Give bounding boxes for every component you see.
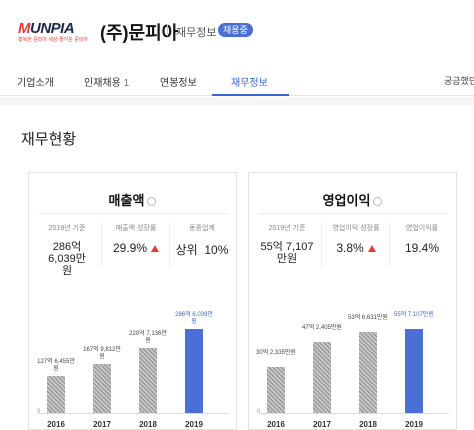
revenue-bar-2016[interactable] [47,376,65,413]
operating-profit-year-label-2019: 2019 [405,420,423,429]
tab-count: 1 [123,78,130,89]
tab-finance-info[interactable]: 재무정보 [231,74,268,89]
profit-stat-growth: 영업이익 성장률 3.8% [323,223,389,255]
tab-curious[interactable]: 궁금했던 [444,76,474,86]
operating-profit-bar-label-2019: 55억 7,107만원 [394,312,434,318]
stat-value: 29.9% [103,241,169,255]
stat-value: 286억 6,039만원 [48,241,86,277]
stat-value: 55억 7,107만원 [260,241,314,265]
revenue-card: 매출액 2019년 기준 286억 6,039만원 매출액 성장률 29.9% … [28,172,237,430]
company-tabs: 기업소개 인재채용 1 연봉정보 재무정보 궁금했던 [0,64,474,96]
stat-label: 영업이익 성장률 [332,225,380,232]
operating-profit-title: 영업이익 [249,190,456,209]
revenue-bar-2017[interactable] [93,364,111,413]
section-title: 재무현황 [21,131,77,148]
revenue-bar-label-2016: 127억 6,455만원 [37,359,75,372]
up-arrow-icon [151,245,160,253]
operating-profit-year-label-2018: 2018 [359,420,377,429]
munpia-logo[interactable]: MUNPIA 행복한 문피아 세상 즐거운 문피아 [18,20,88,43]
growth-value: 29.9% [112,241,148,255]
revenue-stat-base: 2019년 기준 286억 6,039만원 [33,223,101,277]
stat-value: 19.4% [404,241,440,255]
stat-separator [169,223,170,267]
card-divider [259,213,448,214]
stat-separator [321,223,322,267]
revenue-title: 매출액 [29,190,236,209]
operating-profit-bar-2017[interactable] [313,342,331,413]
operating-profit-year-label-2016: 2016 [267,420,285,429]
header-divider [167,24,168,36]
revenue-bar-label-2018: 220억 7,136만원 [129,331,167,344]
operating-profit-bar-label-2016: 30억 2,335만원 [256,350,296,356]
info-icon[interactable] [373,197,383,207]
axis-zero-label: 0 [257,409,261,415]
logo-letter-m: M [18,20,31,37]
revenue-chart: 0 127억 6,455만원 2016 167억 9,812만원 2017 220억 7… [29,291,236,429]
axis-zero-label: 0 [37,409,41,415]
operating-profit-year-label-2017: 2017 [313,420,331,429]
stat-value: 상위 10% [175,243,229,257]
tab-company-intro[interactable]: 기업소개 [17,74,54,89]
operating-profit-bar-2016[interactable] [267,367,285,413]
logo-tagline: 행복한 문피아 세상 즐거운 문피아 [18,37,88,43]
tab-salary-info[interactable]: 연봉정보 [160,74,197,89]
company-name: (주)문피아 [100,23,179,43]
revenue-bar-2018[interactable] [139,348,157,413]
revenue-bar-2019[interactable] [185,329,203,413]
chart-baseline [39,413,229,414]
stat-label: 영업이익률 [405,225,439,232]
logo-letters: UNPIA [30,20,75,37]
info-icon[interactable] [147,197,157,207]
operating-profit-card: 영업이익 2019년 기준 55억 7,107만원 영업이익 성장률 3.8% … [248,172,457,430]
logo-wordmark: MUNPIA [18,20,75,37]
profit-stat-margin: 영업이익률 19.4% [390,223,454,255]
operating-profit-bar-2018[interactable] [359,332,377,413]
stat-value: 3.8% [323,241,389,255]
operating-profit-bar-label-2017: 47억 2,405만원 [302,325,342,331]
finance-info-link[interactable]: 재무정보 [176,27,217,39]
operating-profit-bar-label-2018: 53억 6,631만원 [348,315,388,321]
revenue-year-label-2017: 2017 [93,420,111,429]
revenue-bar-label-2019: 286억 6,039만원 [175,312,213,325]
operating-profit-chart: 0 30억 2,335만원 2016 47억 2,405만원 2017 53억 6,63… [249,291,456,429]
tab-recruitment[interactable]: 인재채용 1 [84,74,129,89]
tab-label: 인재채용 [84,78,121,89]
revenue-stat-industry: 동종업계 상위 10% [170,223,234,258]
chart-baseline [259,413,449,414]
revenue-stat-growth: 매출액 성장률 29.9% [103,223,169,255]
tab-label: 연봉정보 [160,78,197,89]
growth-value: 3.8% [336,241,364,255]
revenue-bar-label-2017: 167억 9,812만원 [83,347,121,360]
active-tab-indicator [212,94,289,96]
card-divider [39,213,228,214]
operating-profit-bar-2019[interactable] [405,329,423,413]
operating-profit-title-text: 영업이익 [322,193,371,208]
tab-label: 재무정보 [231,78,268,89]
stat-label: 2019년 기준 [268,225,306,232]
stat-label: 동종업계 [189,225,215,232]
tab-label: 기업소개 [17,78,54,89]
header: MUNPIA 행복한 문피아 세상 즐거운 문피아 (주)문피아 재무정보 채용… [0,0,474,64]
stat-separator [389,223,390,267]
revenue-year-label-2018: 2018 [139,420,157,429]
stat-label: 매출액 성장률 [115,225,157,232]
stat-label: 2019년 기준 [48,225,86,232]
revenue-year-label-2019: 2019 [185,420,203,429]
revenue-year-label-2016: 2016 [47,420,65,429]
stat-separator [101,223,102,267]
hiring-badge[interactable]: 채용중 [218,23,253,37]
revenue-title-text: 매출액 [108,193,145,208]
profit-stat-base: 2019년 기준 55억 7,107만원 [253,223,321,265]
up-arrow-icon [367,245,376,253]
